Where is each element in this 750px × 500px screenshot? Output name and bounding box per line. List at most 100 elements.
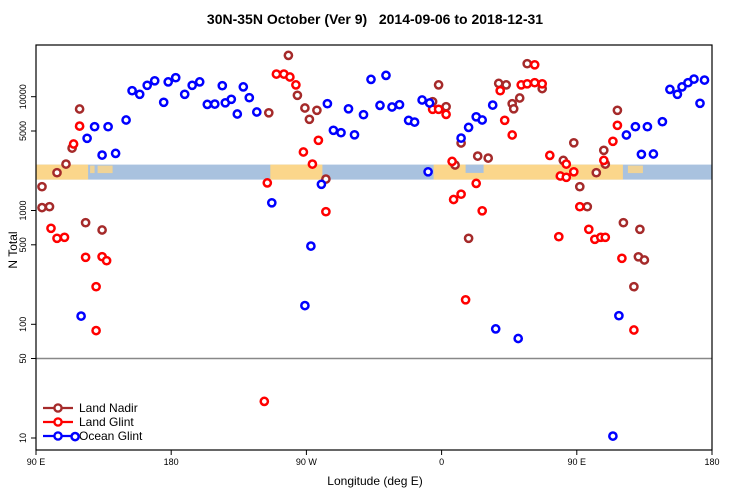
data-point [490, 324, 501, 334]
data-point [52, 167, 62, 178]
x-axis-ticks: 90 E 180 90 W 0 90 E 180 [27, 450, 720, 467]
data-point [433, 80, 444, 90]
data-point [583, 224, 594, 235]
data-point [80, 217, 91, 228]
data-point [463, 122, 474, 133]
data-point [553, 231, 564, 242]
data-point [472, 151, 483, 161]
data-point [447, 156, 457, 167]
data-point [456, 189, 466, 200]
y-tick-label: 500 [18, 237, 28, 252]
data-point [142, 80, 153, 91]
data-point [163, 77, 174, 87]
data-point [394, 99, 405, 110]
data-point [417, 95, 427, 105]
data-point [441, 101, 451, 112]
data-point [409, 117, 420, 127]
data-point [304, 114, 315, 125]
legend-marker [53, 403, 63, 413]
data-point [298, 147, 309, 157]
data-point [493, 78, 504, 89]
data-point [80, 252, 91, 263]
data-point [91, 325, 101, 336]
legend-entry-ocean-glint: Ocean Glint [43, 429, 143, 443]
data-point [316, 179, 327, 190]
data-point [537, 78, 548, 89]
data-point [322, 98, 333, 109]
data-point [343, 103, 354, 114]
data-point [598, 155, 609, 166]
data-point [263, 107, 274, 118]
data-point [291, 80, 301, 90]
data-point [283, 50, 294, 61]
data-point [456, 133, 466, 143]
data-point [300, 103, 310, 113]
data-point [97, 150, 107, 160]
data-point [630, 121, 641, 132]
data-point [202, 99, 213, 110]
data-point [665, 84, 675, 95]
data-point [179, 89, 190, 100]
data-point [82, 133, 92, 144]
y-axis-ticks: 10000 5000 1000 500 100 50 10 [18, 84, 36, 443]
data-point [477, 115, 488, 125]
data-point [689, 74, 699, 84]
data-point [582, 201, 593, 212]
legend-label: Ocean Glint [79, 429, 143, 443]
data-point [561, 172, 572, 183]
legend-entry-land-nadir: Land Nadir [43, 401, 138, 415]
data-point [612, 120, 623, 131]
data-point [501, 80, 512, 90]
data-point [37, 181, 47, 192]
data-point [591, 167, 602, 178]
data-point [477, 205, 488, 216]
data-point [89, 121, 100, 132]
data-point [635, 224, 645, 235]
data-point [695, 98, 705, 109]
data-point [262, 178, 273, 188]
x-tick-label: 180 [164, 457, 179, 467]
data-point [629, 281, 639, 292]
data-point [522, 58, 533, 69]
data-point [574, 181, 585, 192]
data-point [134, 89, 145, 100]
data-point [629, 325, 639, 335]
data-point [76, 311, 86, 321]
data-point [699, 75, 710, 85]
data-point [672, 89, 683, 100]
x-axis-label: Longitude (deg E) [327, 474, 423, 488]
x-tick-label: 90 E [27, 457, 46, 467]
data-point [59, 232, 70, 243]
data-point [499, 115, 510, 126]
data-point [639, 255, 650, 265]
data-point [312, 105, 322, 116]
data-point [127, 85, 137, 96]
data-point [91, 281, 101, 292]
data-point [259, 396, 270, 407]
data-point [460, 294, 471, 305]
data-point [68, 139, 79, 149]
data-point [600, 232, 611, 243]
data-point [463, 233, 474, 244]
y-tick-label: 50 [18, 353, 28, 363]
data-point [44, 201, 55, 212]
data-point [612, 105, 623, 116]
data-point [285, 72, 295, 82]
data-point [307, 159, 318, 169]
data-point [568, 166, 579, 177]
data-point [433, 104, 444, 115]
data-point [544, 150, 555, 161]
data-point [387, 102, 397, 112]
data-point [642, 121, 653, 132]
data-point [358, 109, 369, 120]
data-point [349, 129, 360, 140]
data-point [232, 109, 243, 119]
legend-marker [53, 431, 63, 441]
data-point [321, 206, 331, 217]
data-point [522, 78, 533, 89]
data-point [97, 225, 107, 235]
data-point [336, 127, 346, 138]
